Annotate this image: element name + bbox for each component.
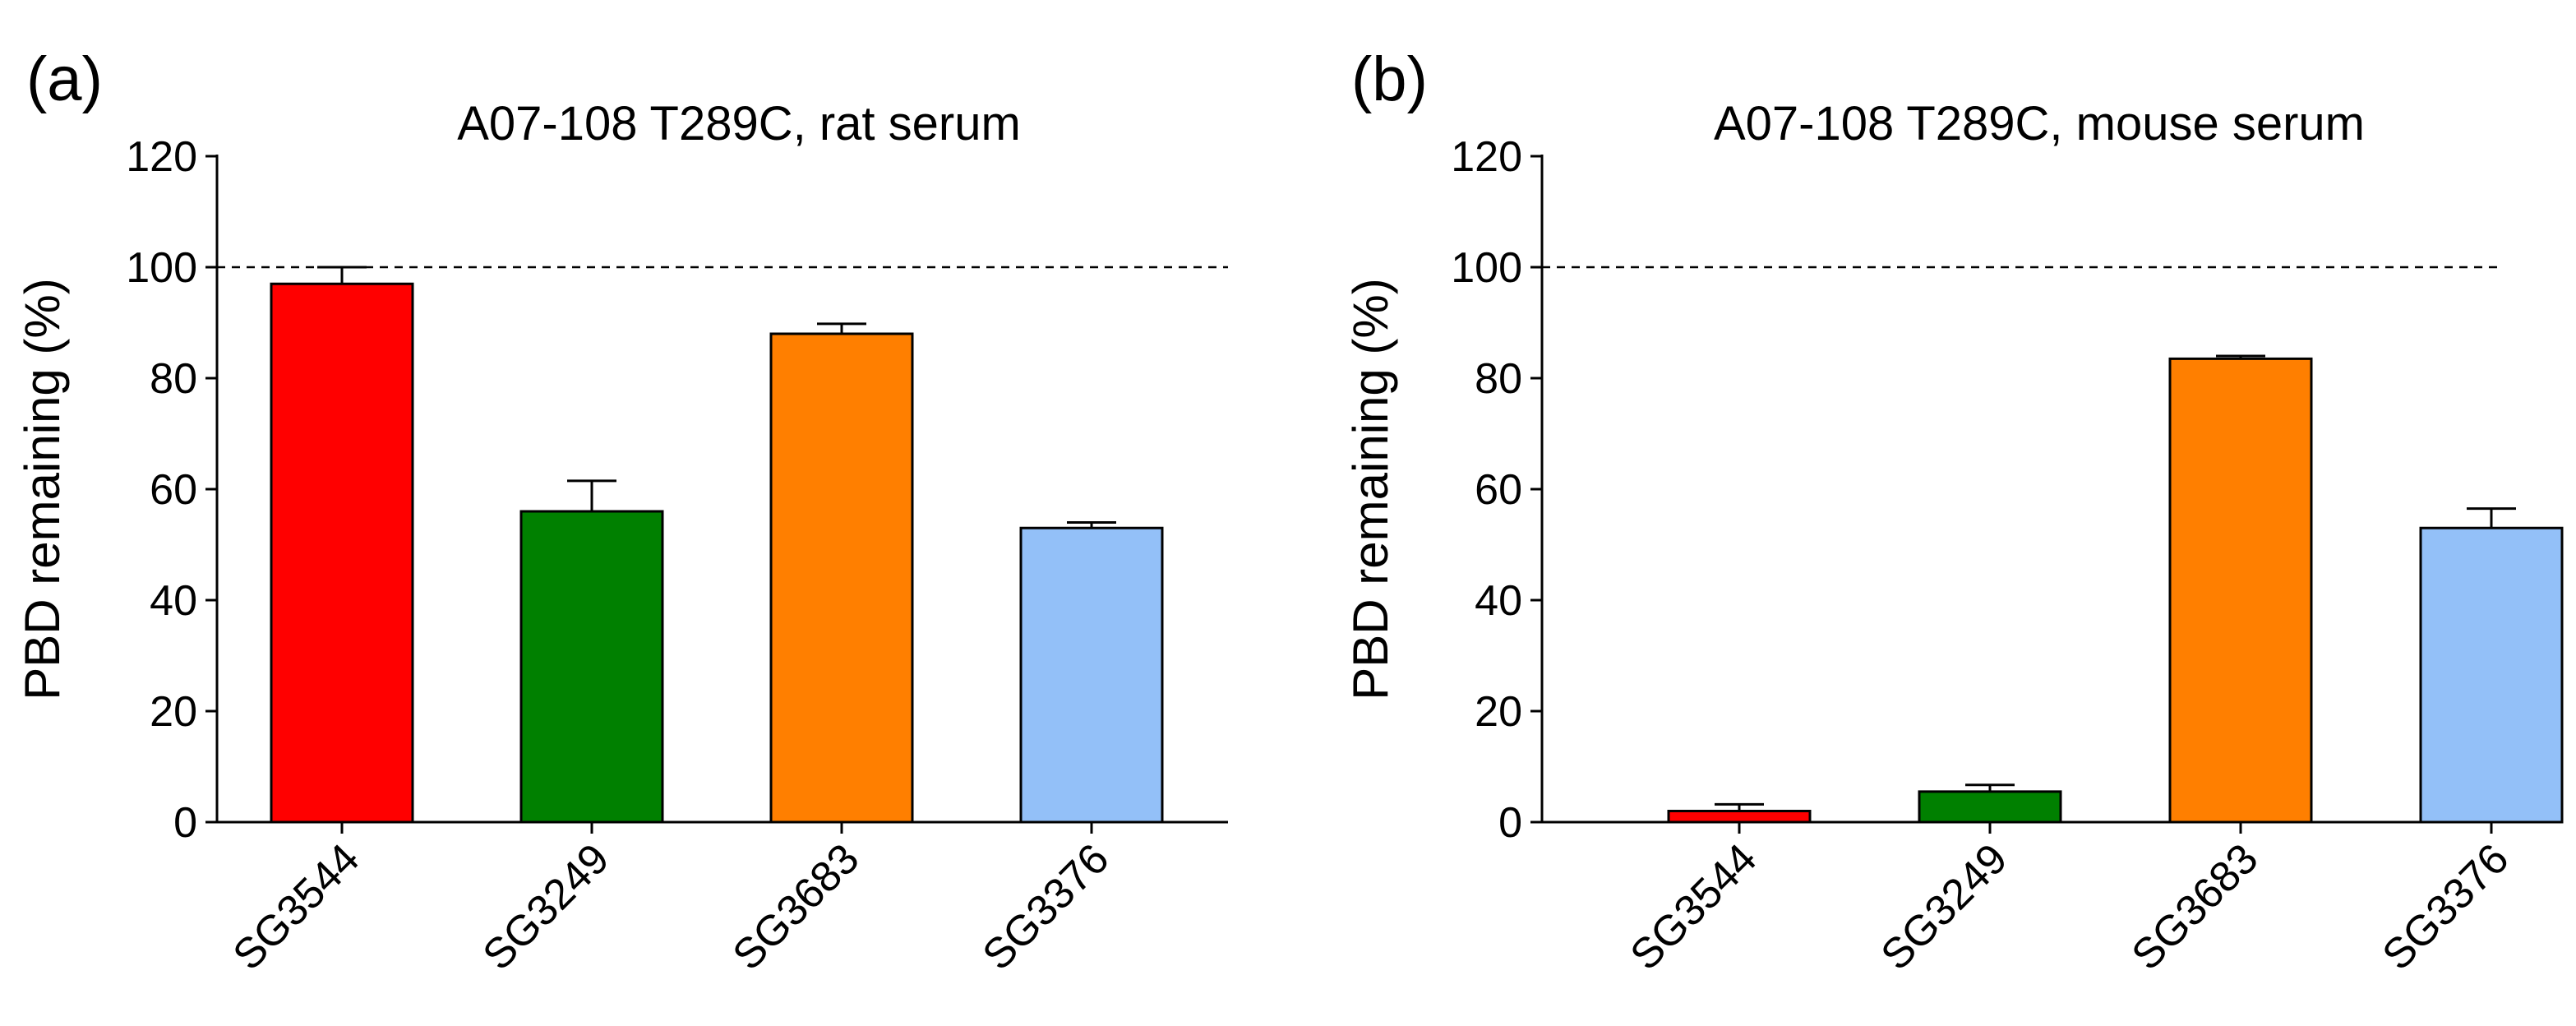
y-tick-label: 40	[150, 577, 197, 625]
bar	[1019, 526, 1164, 824]
y-axis-label: PBD remaining (%)	[15, 278, 70, 700]
y-tick-label: 100	[1451, 244, 1522, 292]
plot-area: 0 20 40 60 80 100 120 SG3544 SG3249 SG3683 SG3376	[1451, 133, 2564, 979]
bar	[270, 282, 414, 824]
y-tick-label: 0	[1498, 799, 1522, 847]
y-tick-label: 80	[1475, 355, 1522, 403]
bar	[1918, 790, 2062, 824]
y-tick-label: 0	[173, 799, 197, 847]
y-tick-label: 120	[1451, 133, 1522, 181]
x-tick-label: SG3249	[474, 834, 619, 979]
x-tick-label: SG3683	[724, 834, 869, 979]
chart-title: A07-108 T289C, rat serum	[457, 97, 1021, 150]
panel-label: (b)	[1351, 44, 1428, 114]
bar	[2419, 526, 2564, 824]
bar	[2168, 357, 2313, 824]
y-tick-label: 60	[150, 466, 197, 514]
x-tick-label: SG3683	[2123, 834, 2268, 979]
panel-label: (a)	[26, 44, 103, 114]
x-tick-label: SG3249	[1872, 834, 2017, 979]
bar	[519, 510, 664, 824]
y-tick-label: 80	[150, 355, 197, 403]
bar	[1667, 810, 1812, 824]
bar	[769, 332, 914, 824]
panel-a: (a) A07-108 T289C, rat serum PBD remaini…	[15, 44, 1228, 979]
chart-title: A07-108 T289C, mouse serum	[1714, 97, 2365, 150]
y-tick-label: 100	[126, 244, 197, 292]
x-tick-label: SG3376	[974, 834, 1119, 979]
y-tick-label: 120	[126, 133, 197, 181]
y-tick-label: 20	[150, 688, 197, 736]
x-tick-label: SG3376	[2374, 834, 2518, 979]
plot-area: 0 20 40 60 80 100 120 SG3544 SG3249 SG3683 SG3376	[126, 133, 1228, 979]
x-tick-label: SG3544	[1622, 834, 1766, 979]
y-tick-label: 40	[1475, 577, 1522, 625]
y-axis-label: PBD remaining (%)	[1343, 278, 1398, 700]
y-tick-label: 20	[1475, 688, 1522, 736]
y-tick-label: 60	[1475, 466, 1522, 514]
panel-b: (b) A07-108 T289C, mouse serum PBD remai…	[1343, 44, 2564, 979]
x-tick-label: SG3544	[224, 834, 369, 979]
